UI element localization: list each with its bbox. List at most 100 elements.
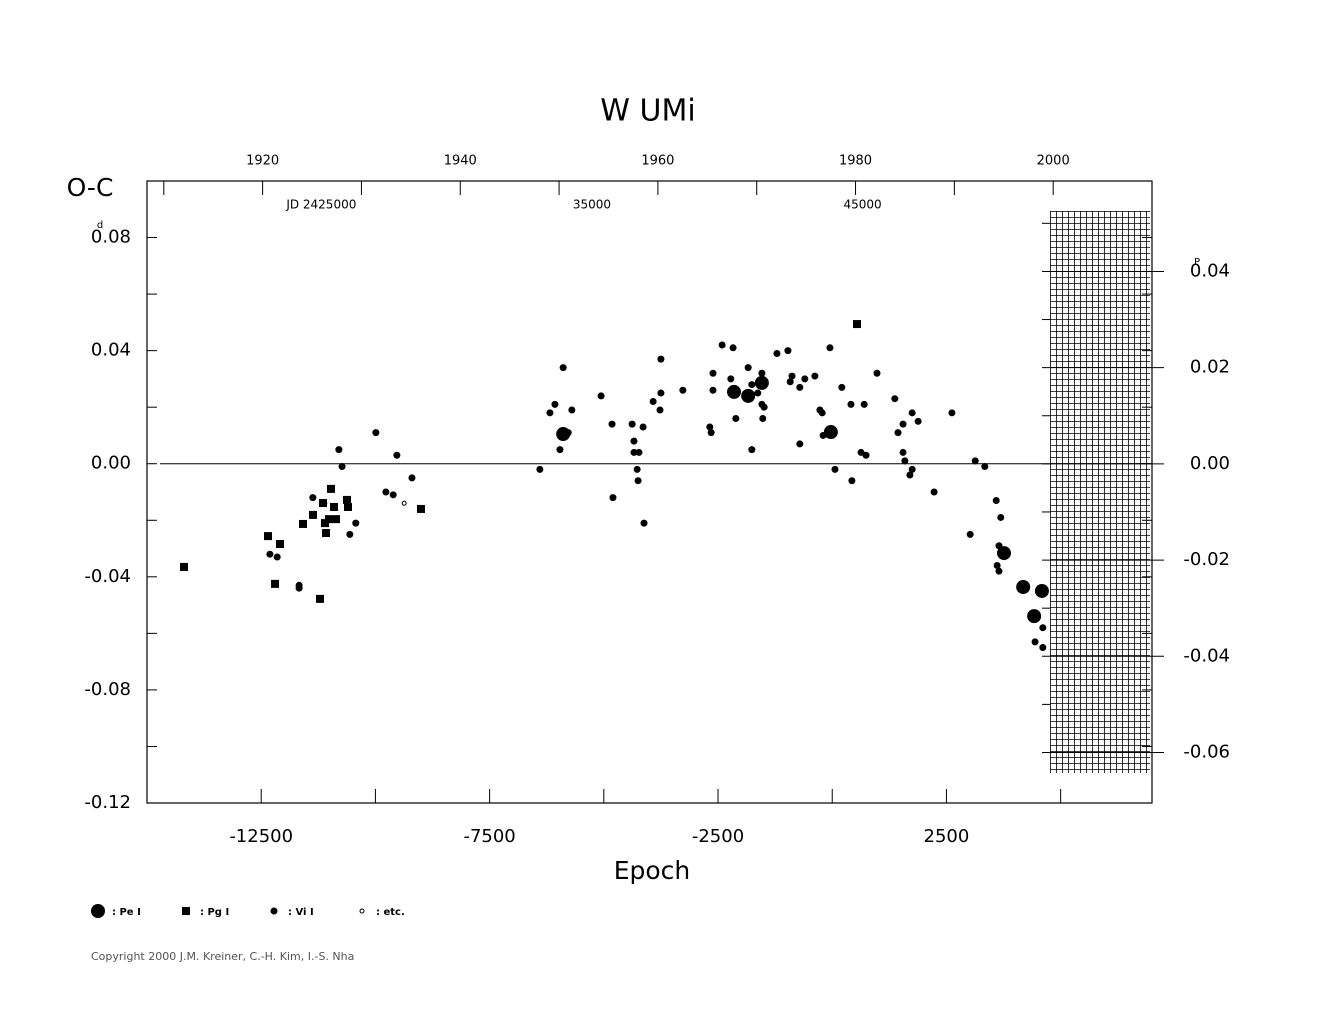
point [416, 504, 425, 513]
point [744, 364, 752, 372]
point [860, 400, 868, 408]
point [741, 388, 756, 403]
point [299, 519, 308, 528]
point [748, 446, 756, 454]
point [309, 510, 318, 519]
plot-frame [146, 180, 1153, 804]
point [320, 519, 329, 528]
point [609, 494, 617, 502]
jd-label: 35000 [573, 198, 611, 212]
chart-title: W UMi [600, 94, 695, 129]
point [811, 372, 819, 380]
point [344, 502, 352, 511]
y2-tick-label: 0.00 [1190, 453, 1230, 474]
point [786, 378, 794, 386]
point [718, 341, 726, 349]
point [657, 389, 665, 397]
y-axis-label: O-C [67, 173, 114, 202]
point [1034, 583, 1049, 598]
point [266, 550, 274, 558]
point [633, 465, 641, 473]
point [899, 448, 907, 456]
legend-marker [91, 904, 105, 918]
point [831, 465, 839, 473]
point [862, 451, 870, 459]
point [758, 369, 766, 377]
point [773, 349, 781, 357]
x-axis-label: Epoch [614, 856, 691, 885]
point [759, 414, 767, 422]
point [1039, 624, 1047, 632]
point [801, 375, 809, 383]
x-tick-label: 2500 [924, 826, 970, 847]
point [295, 584, 303, 592]
point [309, 494, 317, 502]
point [264, 532, 273, 541]
point [788, 372, 796, 380]
point [760, 403, 768, 411]
point [966, 530, 974, 538]
y2-tick-label: -0.06 [1183, 741, 1230, 762]
point [709, 386, 717, 394]
y2-tick-label: -0.04 [1183, 645, 1230, 666]
point [908, 465, 916, 473]
point [273, 553, 281, 561]
legend-label: : Vi I [288, 907, 314, 918]
point [324, 515, 333, 524]
point [401, 500, 407, 506]
y-tick-label: 0.04 [91, 340, 131, 361]
x2-tick-label: 1940 [444, 154, 477, 169]
point [1039, 644, 1047, 651]
y-tick-label: -0.12 [84, 792, 131, 813]
x-tick-label: -12500 [229, 826, 293, 847]
point [628, 420, 636, 428]
point [180, 562, 189, 571]
point [706, 423, 714, 431]
legend-marker [182, 907, 190, 915]
x2-tick-label: 1980 [839, 154, 872, 169]
point [971, 457, 979, 465]
point [556, 446, 564, 454]
point [393, 451, 401, 459]
point [727, 375, 735, 383]
point [408, 474, 416, 482]
point [852, 320, 861, 329]
point [1031, 638, 1039, 646]
jd-label: 45000 [843, 198, 881, 212]
legend-marker [359, 908, 365, 914]
point [346, 530, 354, 538]
point [914, 417, 922, 425]
point [329, 502, 338, 511]
legend-marker [270, 907, 278, 915]
y2-unit: P [1194, 257, 1200, 268]
point [707, 429, 715, 437]
point [389, 491, 397, 499]
point [342, 495, 351, 504]
point [819, 431, 827, 439]
point [873, 369, 881, 377]
y2-tick-label: 0.02 [1190, 357, 1230, 378]
point [597, 392, 605, 400]
point [847, 400, 855, 408]
point [320, 499, 328, 507]
point [727, 384, 742, 399]
point [634, 477, 642, 485]
point [656, 406, 664, 414]
point [891, 395, 899, 403]
point [948, 409, 956, 417]
point [899, 420, 907, 428]
y2-tick-label: 0.04 [1190, 260, 1230, 281]
point [559, 364, 567, 372]
point [981, 463, 989, 471]
point [551, 400, 559, 408]
point [995, 567, 1003, 575]
x2-tick-label: 2000 [1037, 154, 1070, 169]
point [906, 471, 914, 479]
point [908, 409, 916, 417]
point [649, 398, 657, 406]
future-hatch [1050, 211, 1150, 773]
point [901, 457, 909, 465]
point [568, 406, 576, 414]
point [992, 496, 1000, 504]
